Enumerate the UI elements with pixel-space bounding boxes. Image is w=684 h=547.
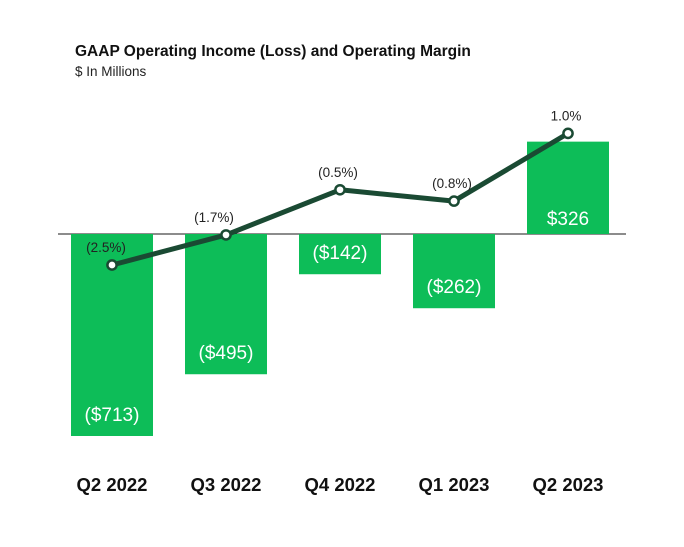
bar	[527, 141, 609, 234]
margin-point	[106, 259, 118, 271]
margin-value-label: (0.5%)	[318, 165, 358, 180]
bar-value-label: ($495)	[199, 343, 254, 364]
bar-value-label: $326	[547, 209, 589, 230]
bar-value-label: ($713)	[85, 405, 140, 426]
margin-value-label: (2.5%)	[86, 240, 126, 255]
bar-value-label: ($262)	[427, 277, 482, 298]
bar	[299, 234, 381, 275]
chart-title: GAAP Operating Income (Loss) and Operati…	[75, 43, 471, 60]
bar	[185, 234, 267, 375]
x-tick-label: Q2 2022	[77, 474, 148, 495]
margin-point	[562, 127, 574, 140]
x-tick-label: Q3 2022	[191, 474, 262, 495]
chart-subtitle: $ In Millions	[75, 64, 147, 79]
margin-point	[334, 183, 346, 196]
x-tick-label: Q1 2023	[419, 474, 490, 495]
x-tick-label: Q2 2023	[533, 474, 604, 495]
bar	[413, 234, 495, 309]
margin-value-label: (0.8%)	[432, 176, 472, 191]
bar-value-label: ($142)	[313, 243, 368, 264]
margin-point	[448, 195, 460, 207]
margin-value-label: (1.7%)	[194, 210, 234, 225]
x-tick-label: Q4 2022	[305, 474, 376, 495]
margin-point	[220, 229, 232, 241]
margin-value-label: 1.0%	[551, 108, 582, 123]
